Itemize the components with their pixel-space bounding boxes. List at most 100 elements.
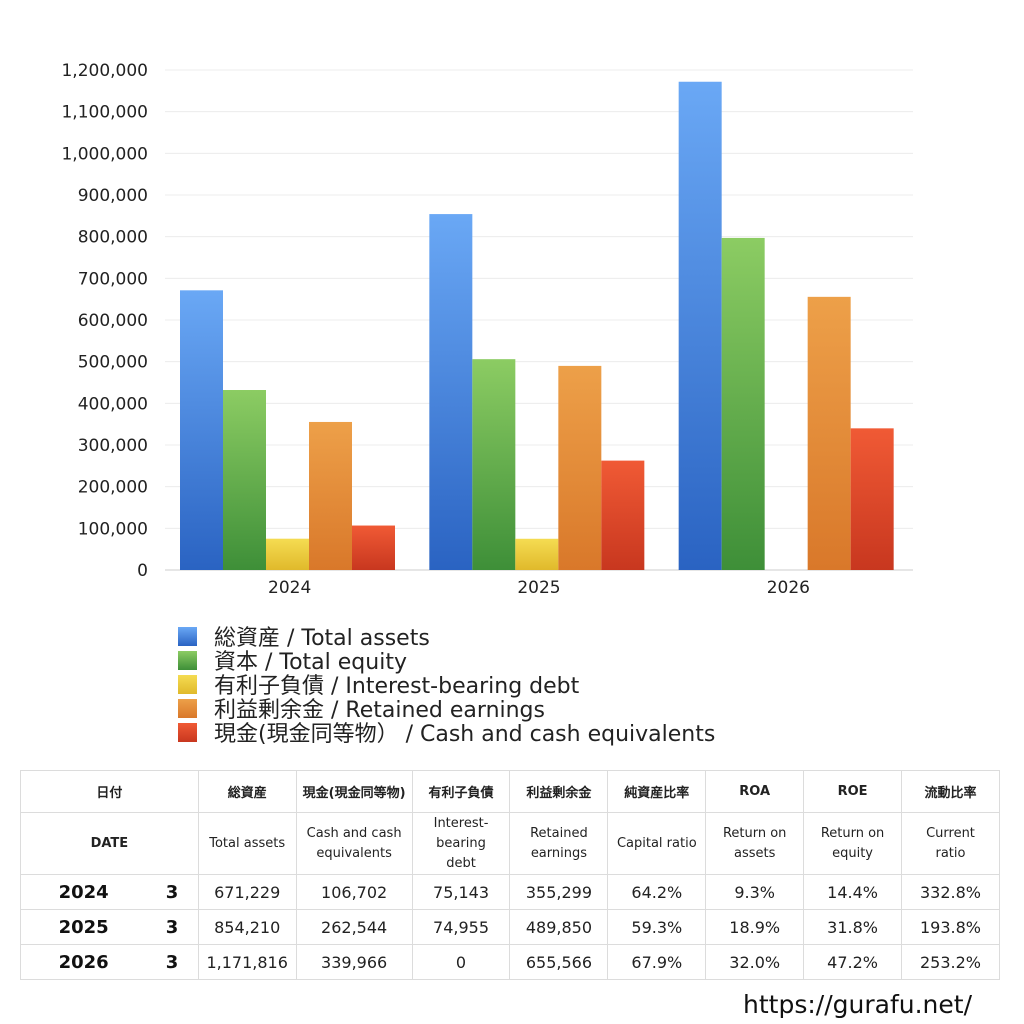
y-tick-label: 700,000 — [78, 269, 148, 289]
y-tick-label: 1,200,000 — [61, 61, 148, 81]
table-row: 2025 3 854,210 262,544 74,955 489,850 59… — [20, 909, 1000, 945]
x-axis-ticks: 2024 2025 2026 — [268, 578, 810, 598]
legend-label: 利益剰余金 / Retained earnings — [214, 698, 545, 723]
cell-capital-ratio: 67.9% — [607, 944, 707, 980]
table-header-en: DATE Total assets Cash and cash equivalen… — [20, 812, 1000, 875]
y-tick-label: 0 — [137, 561, 148, 581]
bar — [180, 290, 223, 570]
header-roa-en: Return on assets — [705, 812, 805, 875]
x-tick-label: 2025 — [517, 578, 560, 598]
cell-roe: 14.4% — [803, 874, 902, 910]
bar — [223, 390, 266, 570]
bar — [558, 365, 602, 570]
bar — [266, 538, 309, 570]
legend-swatch — [178, 722, 197, 742]
legend-swatch — [178, 674, 197, 694]
chart-grid — [165, 69, 913, 571]
cell-month: 3 — [146, 944, 199, 980]
chart-legend: 総資産 / Total assets 資本 / Total equity 有利子… — [178, 624, 715, 747]
cell-year: 2024 — [20, 874, 147, 910]
cell-roe: 31.8% — [803, 909, 902, 945]
cell-year: 2026 — [20, 944, 147, 980]
legend-item-retained-earnings: 利益剰余金 / Retained earnings — [178, 696, 715, 723]
y-tick-label: 800,000 — [78, 228, 148, 248]
y-tick-label: 400,000 — [78, 394, 148, 414]
cell-total-assets: 854,210 — [197, 909, 297, 945]
bar — [807, 296, 851, 570]
bar — [721, 237, 765, 570]
y-tick-label: 100,000 — [78, 519, 148, 539]
legend-item-interest-bearing-debt: 有利子負債 / Interest-bearing debt — [178, 672, 715, 699]
cell-roa: 18.9% — [705, 909, 805, 945]
chart-bars — [180, 81, 894, 570]
cell-debt: 75,143 — [411, 874, 511, 910]
cell-roa: 32.0% — [705, 944, 805, 980]
bar — [850, 428, 894, 570]
header-current-ratio-jp: 流動比率 — [901, 770, 1000, 813]
cell-month: 3 — [146, 909, 199, 945]
legend-item-cash: 現金(現金同等物） / Cash and cash equivalents — [178, 720, 715, 747]
header-cash-en: Cash and cash equivalents — [295, 812, 413, 875]
cell-roa: 9.3% — [705, 874, 805, 910]
y-tick-label: 500,000 — [78, 353, 148, 373]
cell-retained: 355,299 — [509, 874, 609, 910]
bar — [429, 214, 473, 570]
y-tick-label: 900,000 — [78, 186, 148, 206]
legend-swatch — [178, 626, 197, 646]
cell-cash: 106,702 — [295, 874, 413, 910]
header-roa-jp: ROA — [705, 770, 805, 813]
cell-cash: 339,966 — [295, 944, 413, 980]
cell-month: 3 — [146, 874, 199, 910]
legend-label: 資本 / Total equity — [214, 650, 407, 675]
header-current-ratio-en: Current ratio — [901, 812, 1000, 875]
cell-debt: 0 — [411, 944, 511, 980]
header-capital-ratio-en: Capital ratio — [607, 812, 707, 875]
x-tick-label: 2026 — [767, 578, 810, 598]
y-tick-label: 1,000,000 — [61, 144, 148, 164]
cell-capital-ratio: 64.2% — [607, 874, 707, 910]
bar — [352, 525, 395, 570]
header-debt-jp: 有利子負債 — [411, 770, 511, 813]
bar — [601, 460, 645, 570]
legend-item-total-equity: 資本 / Total equity — [178, 648, 715, 675]
cell-current-ratio: 332.8% — [901, 874, 1000, 910]
y-tick-label: 1,100,000 — [61, 103, 148, 123]
cell-total-assets: 1,171,816 — [197, 944, 297, 980]
legend-label: 総資産 / Total assets — [214, 626, 430, 651]
header-date-jp: 日付 — [20, 770, 199, 813]
header-roe-en: Return on equity — [803, 812, 902, 875]
header-total-assets-en: Total assets — [197, 812, 297, 875]
cell-current-ratio: 253.2% — [901, 944, 1000, 980]
header-date-en: DATE — [20, 812, 199, 875]
legend-label: 有利子負債 / Interest-bearing debt — [214, 674, 580, 699]
cell-total-assets: 671,229 — [197, 874, 297, 910]
y-tick-label: 600,000 — [78, 311, 148, 331]
table-row: 2026 3 1,171,816 339,966 0 655,566 67.9%… — [20, 944, 1000, 980]
bar — [472, 359, 516, 570]
table-row: 2024 3 671,229 106,702 75,143 355,299 64… — [20, 874, 1000, 910]
bar — [515, 538, 559, 570]
header-total-assets-jp: 総資産 — [197, 770, 297, 813]
legend-swatch — [178, 698, 197, 718]
cell-debt: 74,955 — [411, 909, 511, 945]
header-cash-jp: 現金(現金同等物) — [295, 770, 413, 813]
header-debt-en: Interest-bearing debt — [411, 812, 511, 875]
cell-current-ratio: 193.8% — [901, 909, 1000, 945]
legend-item-total-assets: 総資産 / Total assets — [178, 624, 715, 651]
cell-roe: 47.2% — [803, 944, 902, 980]
bar — [678, 81, 722, 570]
cell-retained: 489,850 — [509, 909, 609, 945]
bar-chart: 0 100,000 200,000 300,000 400,000 500,000 600,… — [61, 61, 913, 598]
cell-capital-ratio: 59.3% — [607, 909, 707, 945]
legend-swatch — [178, 650, 197, 670]
financial-table: 日付 総資産 現金(現金同等物) 有利子負債 利益剰余金 純資産比率 ROA R… — [20, 770, 1000, 980]
cell-cash: 262,544 — [295, 909, 413, 945]
cell-retained: 655,566 — [509, 944, 609, 980]
bar — [309, 421, 352, 570]
legend-label: 現金(現金同等物） / Cash and cash equivalents — [214, 722, 716, 747]
site-url[interactable]: https://gurafu.net/ — [743, 990, 972, 1019]
y-axis-ticks: 0 100,000 200,000 300,000 400,000 500,000 600,… — [61, 61, 148, 581]
cell-year: 2025 — [20, 909, 147, 945]
y-tick-label: 300,000 — [78, 436, 148, 456]
table-header-jp: 日付 総資産 現金(現金同等物) 有利子負債 利益剰余金 純資産比率 ROA R… — [20, 770, 1000, 813]
